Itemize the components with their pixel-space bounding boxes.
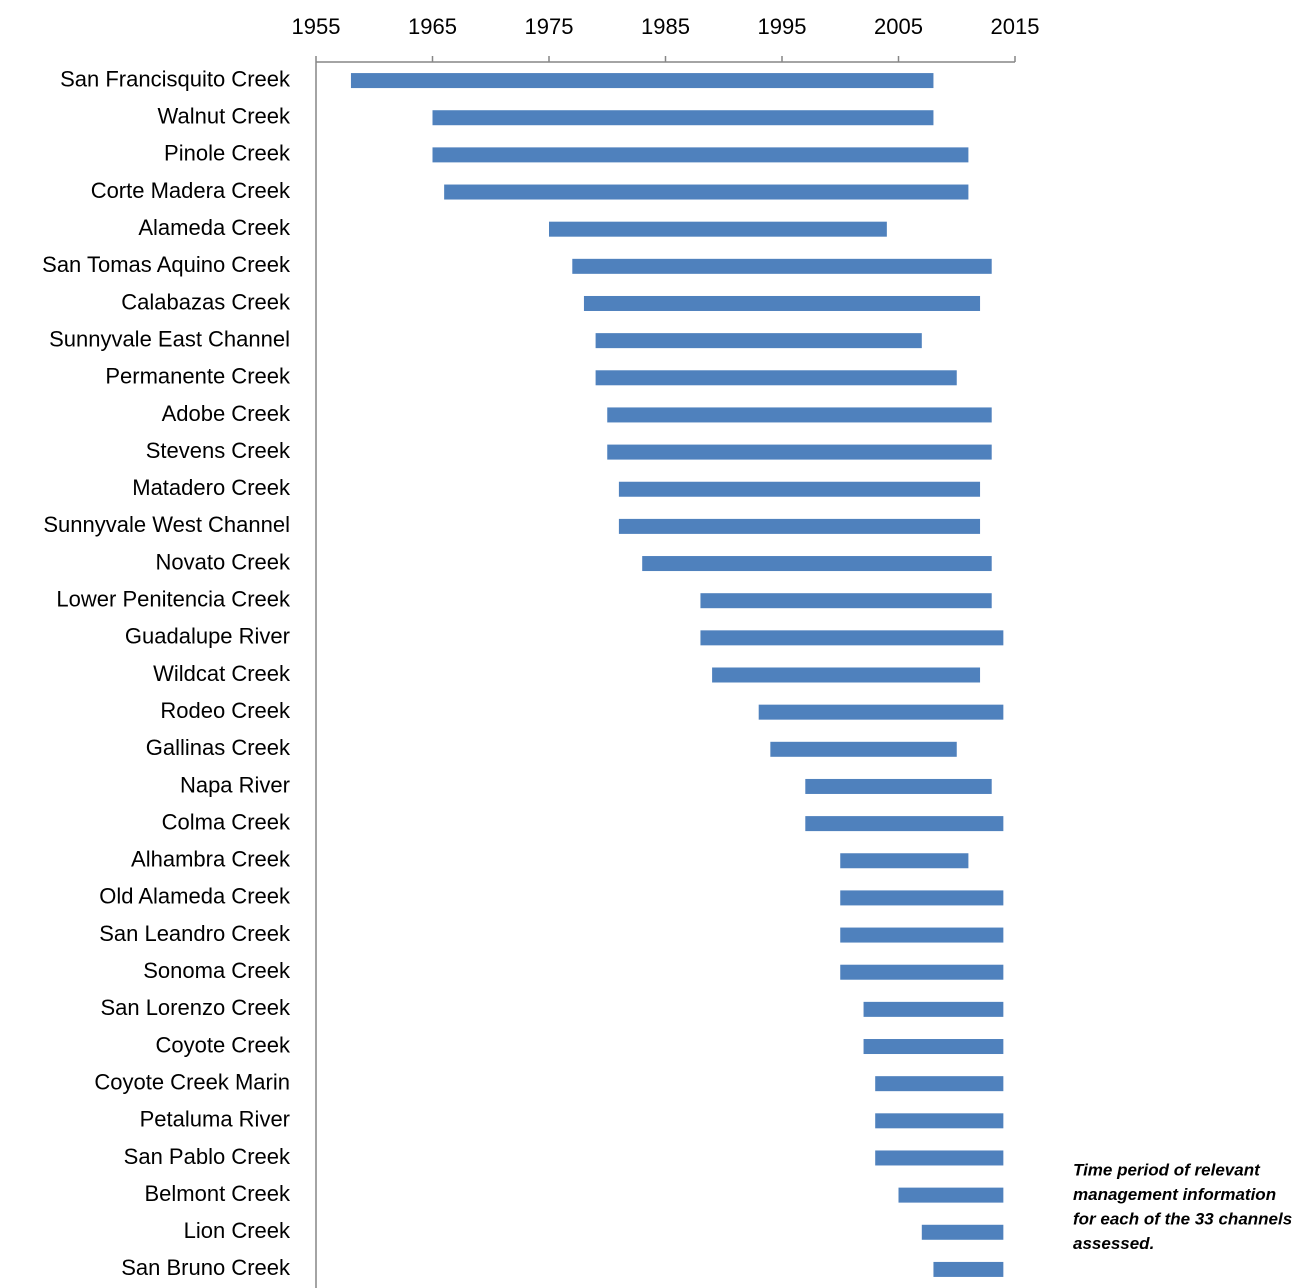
caption: assessed. [1073, 1234, 1154, 1253]
bar [350, 73, 934, 89]
y-tick-label: Colma Creek [162, 809, 291, 834]
bar [700, 630, 1004, 646]
bar [607, 407, 992, 423]
y-tick-label: Coyote Creek Marin [94, 1069, 290, 1094]
bar [840, 964, 1004, 980]
y-tick-label: San Francisquito Creek [60, 66, 291, 91]
y-tick-label: San Tomas Aquino Creek [42, 252, 291, 277]
y-tick-label: Old Alameda Creek [99, 884, 291, 909]
y-tick-label: Alhambra Creek [131, 847, 291, 872]
y-tick-label: Walnut Creek [158, 104, 291, 129]
bar [875, 1113, 1004, 1129]
x-tick-label: 1955 [292, 14, 341, 39]
y-tick-label: Stevens Creek [146, 438, 291, 463]
bar [607, 444, 992, 460]
bar [805, 816, 1004, 832]
bar [863, 1001, 1004, 1017]
bar [840, 853, 969, 869]
bar [432, 110, 934, 126]
bar [595, 333, 922, 349]
x-tick-label: 1965 [408, 14, 457, 39]
y-tick-label: San Bruno Creek [121, 1255, 291, 1280]
y-tick-label: Alameda Creek [138, 215, 291, 240]
y-tick-label: Coyote Creek [155, 1032, 291, 1057]
bar [770, 741, 957, 757]
bar [840, 927, 1004, 943]
y-tick-label: Calabazas Creek [121, 289, 291, 314]
x-tick-label: 1975 [525, 14, 574, 39]
caption: Time period of relevant [1073, 1160, 1261, 1179]
bar [618, 481, 981, 497]
y-tick-label: Sunnyvale East Channel [49, 326, 290, 351]
bar [840, 890, 1004, 906]
y-tick-label: Gallinas Creek [146, 735, 291, 760]
y-tick-label: Wildcat Creek [153, 661, 291, 686]
bar [805, 778, 992, 794]
y-tick-label: Guadalupe River [125, 624, 290, 649]
y-tick-label: Corte Madera Creek [91, 178, 291, 203]
y-tick-label: San Leandro Creek [99, 921, 291, 946]
bar [863, 1039, 1004, 1055]
y-tick-label: Pinole Creek [164, 141, 291, 166]
x-tick-label: 2015 [991, 14, 1040, 39]
bar [583, 295, 981, 311]
bar [572, 258, 992, 274]
y-tick-label: Matadero Creek [132, 475, 291, 500]
y-tick-label: Novato Creek [155, 549, 291, 574]
y-tick-label: Petaluma River [140, 1107, 290, 1132]
x-tick-label: 1995 [758, 14, 807, 39]
x-tick-label: 1985 [641, 14, 690, 39]
bar [432, 147, 969, 163]
y-tick-label: Permanente Creek [105, 364, 291, 389]
x-tick-label: 2005 [874, 14, 923, 39]
bar [595, 370, 957, 386]
y-tick-label: Sunnyvale West Channel [43, 512, 290, 537]
y-tick-label: Lion Creek [184, 1218, 291, 1243]
y-tick-label: San Pablo Creek [124, 1144, 291, 1169]
bar [549, 221, 887, 237]
bar [618, 518, 981, 534]
bar [712, 667, 981, 683]
bar [898, 1187, 1004, 1203]
bar [444, 184, 969, 200]
bar [758, 704, 1004, 720]
y-tick-label: Napa River [180, 772, 290, 797]
bar [875, 1076, 1004, 1092]
y-tick-label: Sonoma Creek [143, 958, 291, 983]
y-tick-label: San Lorenzo Creek [100, 995, 291, 1020]
y-tick-label: Lower Penitencia Creek [56, 587, 291, 612]
bar [700, 593, 992, 609]
bar [642, 556, 992, 572]
y-tick-label: Adobe Creek [162, 401, 291, 426]
bar [875, 1150, 1004, 1166]
bar [921, 1224, 1004, 1240]
y-tick-label: Belmont Creek [144, 1181, 291, 1206]
caption: for each of the 33 channels [1073, 1209, 1292, 1228]
bar [933, 1261, 1004, 1277]
y-tick-label: Rodeo Creek [160, 698, 291, 723]
caption: management information [1073, 1185, 1276, 1204]
